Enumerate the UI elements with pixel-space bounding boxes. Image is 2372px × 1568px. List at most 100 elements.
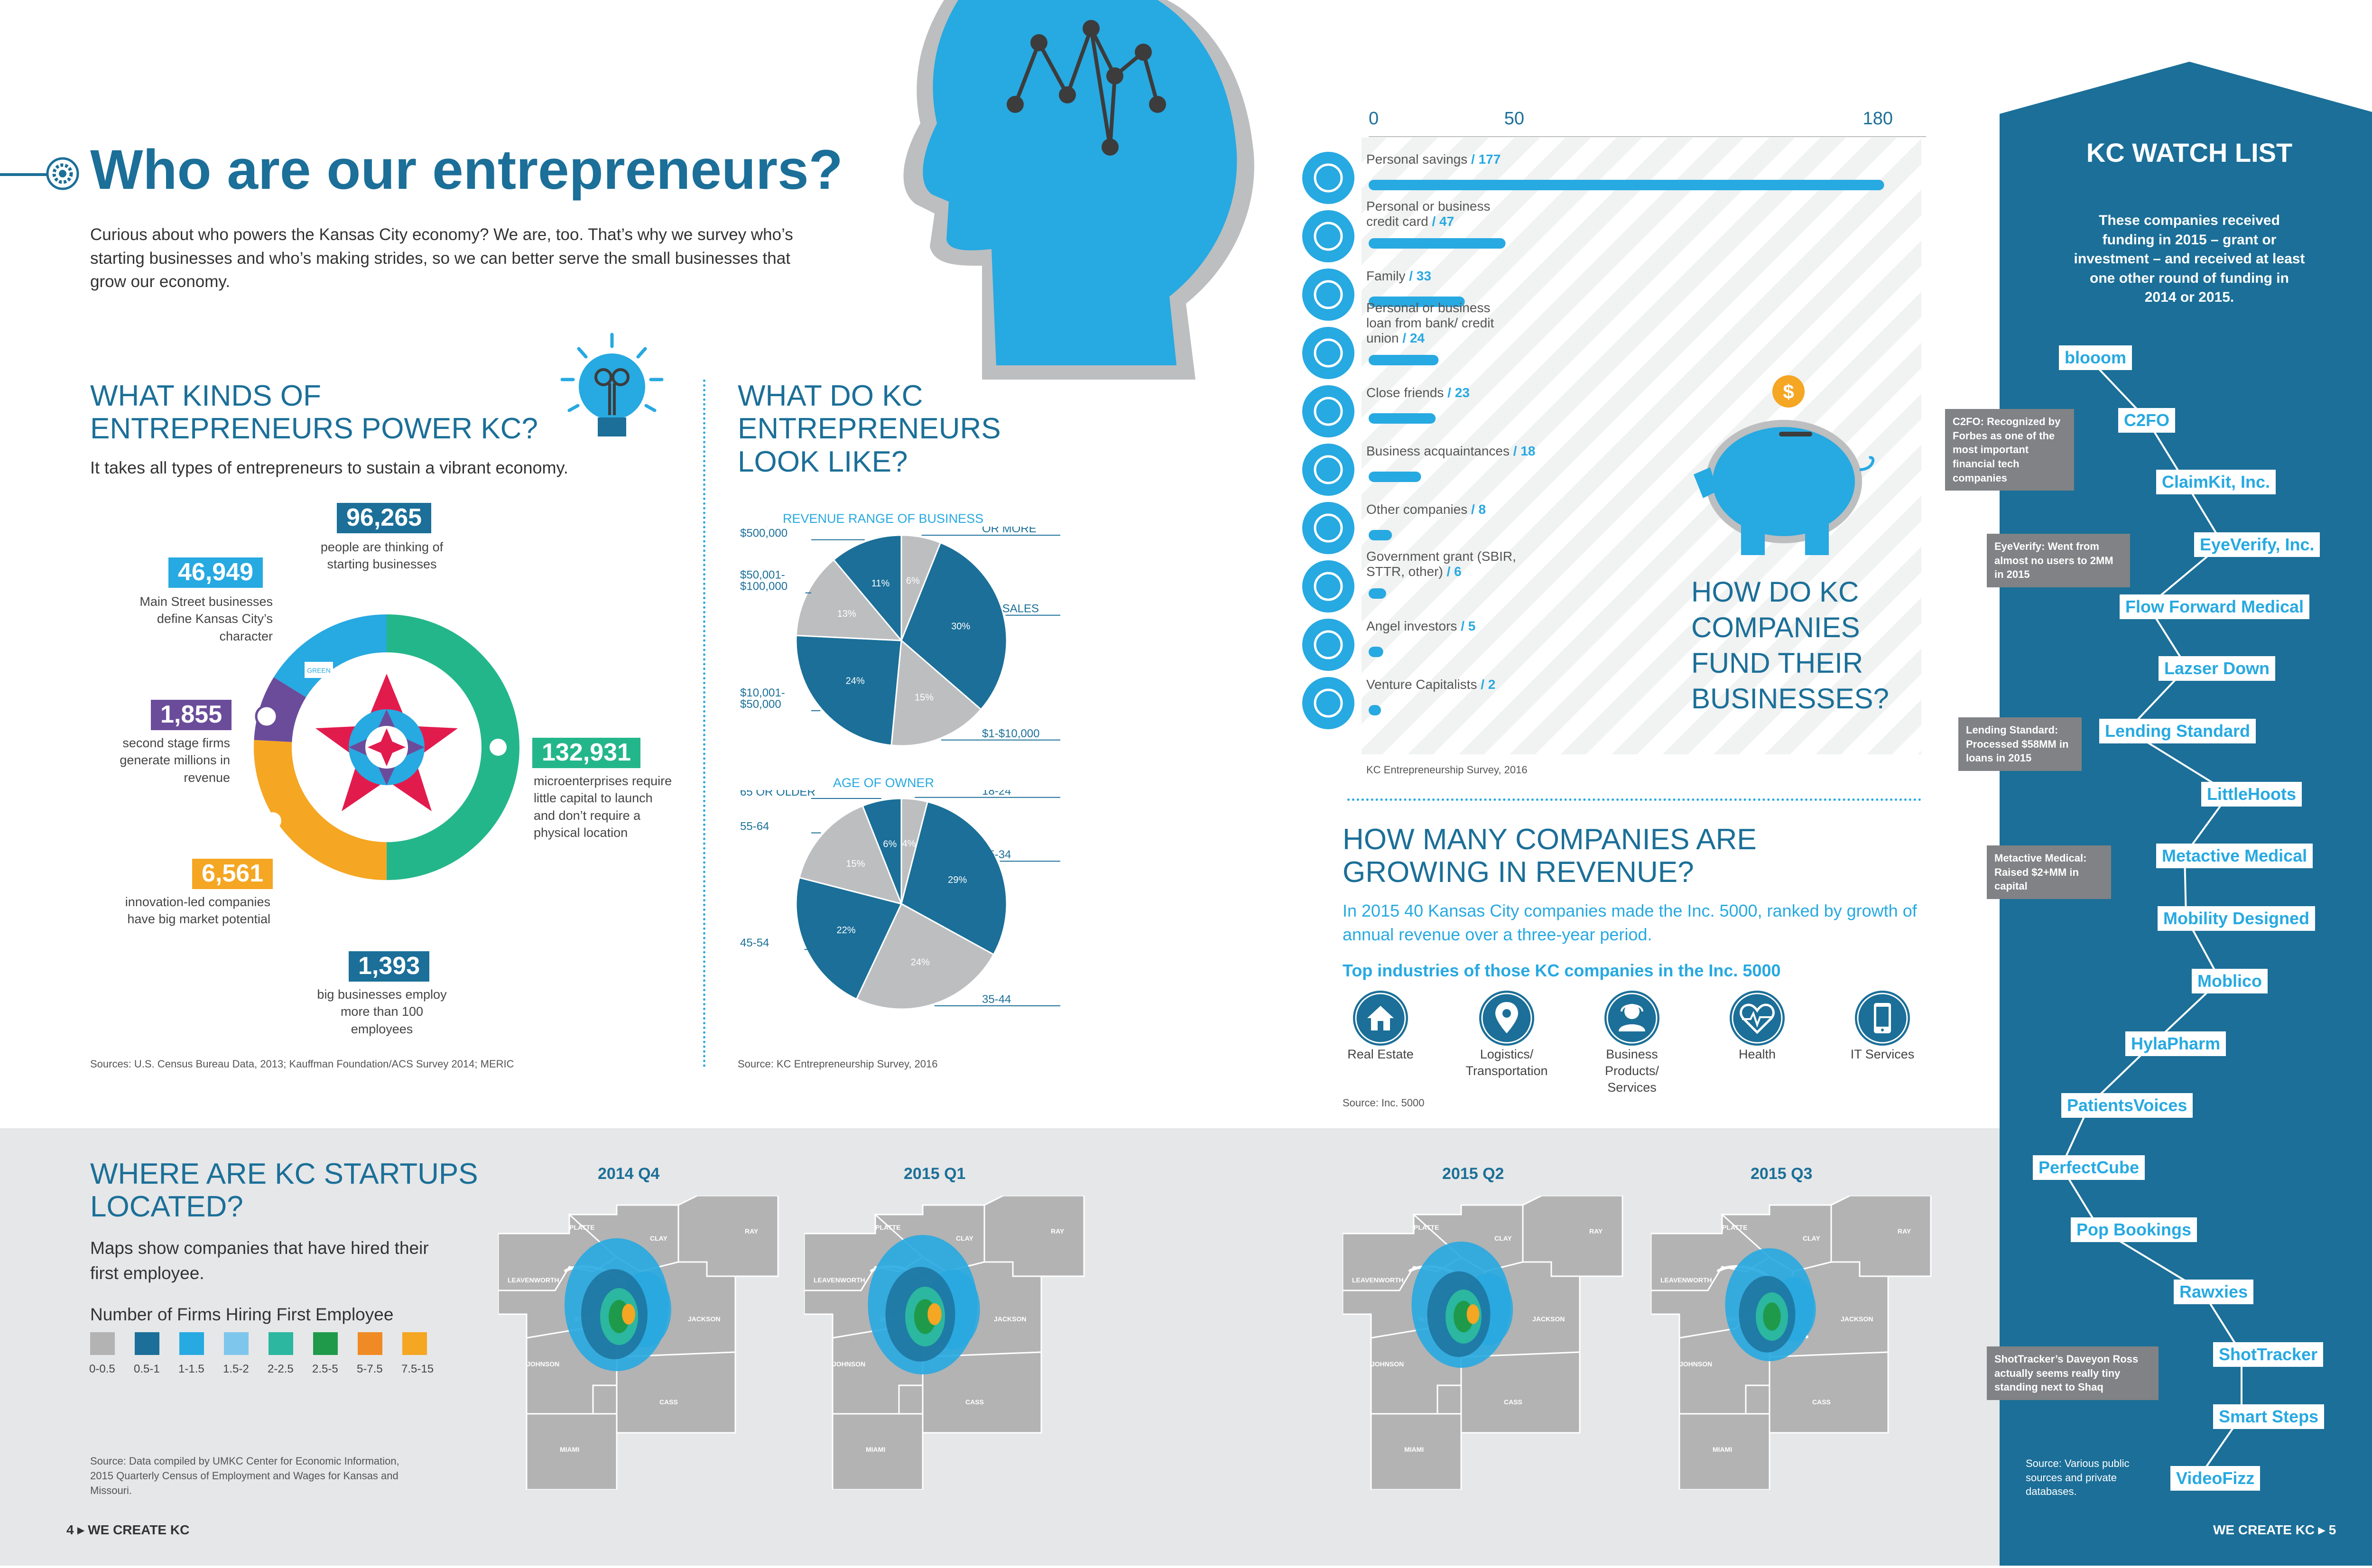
pie-category-label: 55-64 — [740, 820, 769, 833]
funding-category-label: Venture Capitalists / 2 — [1366, 677, 1495, 692]
pie-category-label: 35-44 — [982, 993, 1011, 1006]
watch-company: Lending Standard — [2099, 719, 2256, 743]
county-label: MIAMI — [866, 1446, 885, 1453]
industry-label-health: Health — [1738, 1047, 1776, 1061]
pie-value-label: 24% — [911, 957, 930, 967]
footer-right: WE CREATE KC ▸ 5 — [2213, 1522, 2336, 1537]
funding-bar — [1369, 180, 1884, 190]
watch-company: Mobility Designed — [2158, 906, 2316, 931]
credit-card-icon-glyph — [1314, 222, 1343, 251]
county-label: CASS — [1504, 1398, 1522, 1406]
stat-desc-innovation: innovation-led companies have big market… — [125, 895, 270, 927]
county-label: MIAMI — [560, 1446, 579, 1453]
startups-text: Maps show companies that have hired thei… — [90, 1238, 429, 1283]
watch-company: Rawxies — [2174, 1280, 2254, 1304]
pie-value-label: 15% — [846, 859, 865, 869]
county-label: RAY — [1898, 1227, 1911, 1235]
funding-category-label: Personal savings / 177 — [1366, 152, 1501, 167]
legend-label: 1-1.5 — [178, 1363, 204, 1375]
county-label: JOHNSON — [1679, 1360, 1712, 1368]
pie-value-label: 4% — [902, 838, 916, 849]
funding-bar — [1369, 413, 1436, 424]
watch-company: Moblico — [2192, 969, 2268, 993]
pie-category-label: $10,001- — [740, 687, 785, 699]
funding-category-label: union / 24 — [1366, 331, 1425, 345]
funding-value-label: / 177 — [1467, 152, 1501, 167]
stat-value-microenterprises: 132,931 — [532, 738, 640, 768]
coins-icon — [1302, 152, 1354, 204]
watch-source: Source: Various public sources and priva… — [2026, 1457, 2130, 1498]
pie-value-label: 15% — [915, 693, 934, 703]
county-shape — [898, 1384, 924, 1415]
county-label: CLAY — [1494, 1234, 1512, 1242]
watch-text: These companies received funding in 2015… — [2074, 213, 2305, 305]
county-shape — [1370, 1413, 1462, 1490]
funding-bar — [1369, 355, 1439, 365]
county-label: MIAMI — [1404, 1446, 1424, 1453]
legend-title: Number of Firms Hiring First Employee — [90, 1305, 394, 1324]
county-label: PLATTE — [1414, 1224, 1439, 1231]
county-shape — [1745, 1384, 1770, 1415]
legend-swatch — [358, 1332, 382, 1355]
pie-value-label: 24% — [846, 676, 865, 686]
legend-label: 2-2.5 — [268, 1363, 294, 1375]
pie-value-label: 29% — [948, 875, 967, 885]
column-divider — [703, 380, 705, 1067]
county-label: JACKSON — [1841, 1315, 1873, 1323]
pie-category-label: 65 OR OLDER — [740, 790, 815, 798]
funding-category-label: Government grant (SBIR, — [1366, 549, 1516, 564]
funding-bar-chart: 0 50 180 Personal savings / 177 Personal or … — [1302, 109, 1926, 729]
watch-company: Flow Forward Medical — [2120, 594, 2310, 619]
stat-value-big-business: 1,393 — [349, 951, 430, 982]
funding-bar — [1369, 297, 1465, 307]
county-label: CASS — [1812, 1398, 1831, 1406]
pie-category-label: $50,001- — [740, 569, 785, 582]
legend-label: 5-7.5 — [357, 1363, 383, 1375]
funding-value-label: / 23 — [1444, 385, 1469, 400]
county-shape — [526, 1413, 618, 1490]
county-map: PLATTECLAYRAYLEAVENWORTHWYANDOTTEJACKSON… — [1651, 1196, 1932, 1490]
county-shape — [592, 1384, 618, 1415]
funding-source: KC Entrepreneurship Survey, 2016 — [1366, 764, 1528, 776]
watch-company: ClaimKit, Inc. — [2156, 470, 2276, 494]
heat-blob-top — [927, 1303, 942, 1326]
watch-company: Metactive Medical — [2156, 844, 2313, 868]
county-label: LEAVENWORTH — [1660, 1276, 1712, 1284]
pie-slice — [795, 558, 903, 641]
note-c2fo: C2FO: Recognized by Forbes as one of the… — [1945, 409, 2074, 491]
real-estate-icon-circle — [1353, 991, 1408, 1046]
legend-label: 0.5-1 — [134, 1363, 160, 1375]
county-map: PLATTECLAYRAYLEAVENWORTHWYANDOTTEJACKSON… — [1343, 1196, 1623, 1490]
angel-icon-glyph — [1314, 630, 1343, 659]
industry-label-business: Business Products/ Services — [1604, 1047, 1659, 1095]
county-label: JACKSON — [688, 1315, 720, 1323]
county-label: JOHNSON — [833, 1360, 865, 1368]
pie-category-label: $50,000 — [740, 698, 781, 711]
legend-swatch — [313, 1332, 338, 1355]
county-label: PLATTE — [1722, 1224, 1747, 1231]
county-label: RAY — [1589, 1227, 1603, 1235]
pie-category-label: 25-34 — [982, 848, 1011, 861]
funding-bar — [1369, 647, 1383, 657]
x-tick-label: 180 — [1863, 109, 1893, 129]
industry-label-real-estate: Real Estate — [1347, 1047, 1414, 1061]
handshake-icon — [1302, 444, 1354, 496]
watch-company: EyeVerify, Inc. — [2194, 532, 2320, 557]
legend-swatch — [135, 1332, 159, 1355]
kinds-subheading: It takes all types of entrepreneurs to s… — [90, 458, 568, 477]
watch-company: blooom — [2059, 345, 2132, 370]
county-label: CLAY — [1803, 1234, 1820, 1242]
head-illustration — [901, 0, 1262, 389]
county-label: LEAVENWORTH — [508, 1276, 559, 1284]
donut-badge-label: GREEN — [307, 667, 331, 674]
county-shape — [1436, 1384, 1462, 1415]
family-icon — [1302, 269, 1354, 321]
legend-swatch — [90, 1332, 115, 1355]
watch-company: Lazser Down — [2159, 656, 2276, 681]
county-label: RAY — [1051, 1227, 1065, 1235]
note-eyeverify: EyeVerify: Went from almost no users to … — [1987, 534, 2130, 588]
pie-slice — [855, 902, 995, 1010]
funding-category-label: Personal or business — [1366, 199, 1490, 213]
pie-slice — [890, 639, 982, 747]
